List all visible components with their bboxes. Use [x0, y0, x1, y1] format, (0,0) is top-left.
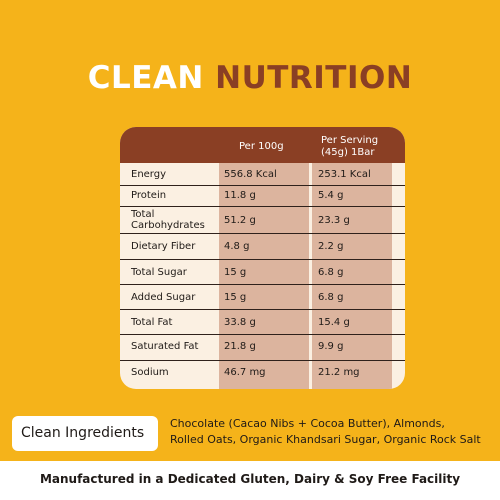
ingredients-line1: Chocolate (Cacao Nibs + Cocoa Butter), A… — [170, 417, 445, 430]
row-value-per-100g: 21.8 g — [224, 341, 256, 352]
row-value-per-100g: 15 g — [224, 267, 247, 278]
clean-ingredients-label: Clean Ingredients — [21, 425, 145, 441]
row-value-per-serving: 2.2 g — [318, 241, 344, 252]
row-label: Protein — [131, 190, 167, 201]
page-title: CLEAN NUTRITION — [0, 62, 500, 94]
clean-ingredients-badge: Clean Ingredients — [12, 416, 158, 451]
row-label: Added Sugar — [131, 292, 196, 303]
row-label: Sodium — [131, 367, 169, 378]
row-label: Total Carbohydrates — [131, 209, 205, 231]
per-100g-header: Per 100g — [239, 141, 284, 152]
table-row: Energy 556.8 Kcal 253.1 Kcal — [120, 163, 405, 186]
row-value-per-serving: 253.1 Kcal — [318, 169, 371, 180]
row-value-per-serving: 9.9 g — [318, 341, 344, 352]
table-row: Protein 11.8 g 5.4 g — [120, 186, 405, 207]
table-row: Sodium 46.7 mg 21.2 mg — [120, 361, 405, 389]
title-word-nutrition: NUTRITION — [215, 60, 413, 96]
row-value-per-100g: 11.8 g — [224, 190, 256, 201]
row-value-per-serving: 21.2 mg — [318, 367, 360, 378]
per-serving-header-line1: Per Serving — [321, 135, 379, 146]
facility-statement: Manufactured in a Dedicated Gluten, Dair… — [39, 472, 461, 486]
row-label: Dietary Fiber — [131, 241, 196, 252]
table-row: Dietary Fiber 4.8 g 2.2 g — [120, 234, 405, 260]
per-serving-column — [312, 163, 392, 389]
table-row: Total Fat 33.8 g 15.4 g — [120, 310, 405, 335]
row-value-per-serving: 15.4 g — [318, 317, 350, 328]
ingredients-line2: Rolled Oats, Organic Khandsari Sugar, Or… — [170, 433, 481, 446]
table-row: Total Sugar 15 g 6.8 g — [120, 260, 405, 285]
row-value-per-100g: 15 g — [224, 292, 247, 303]
table-row: Saturated Fat 21.8 g 9.9 g — [120, 335, 405, 361]
per-serving-header: Per Serving (45g) 1Bar — [321, 135, 378, 159]
nutrition-table: Per 100g Per Serving (45g) 1Bar Energy 5… — [120, 127, 405, 389]
per-100g-column — [219, 163, 309, 389]
row-value-per-serving: 6.8 g — [318, 292, 344, 303]
row-value-per-serving: 23.3 g — [318, 215, 350, 226]
table-row: Total Carbohydrates 51.2 g 23.3 g — [120, 207, 405, 234]
footer-bar: Manufactured in a Dedicated Gluten, Dair… — [0, 461, 500, 500]
table-header: Per 100g Per Serving (45g) 1Bar — [120, 127, 405, 163]
title-word-clean: CLEAN — [87, 60, 204, 96]
row-label: Total Fat — [131, 317, 173, 328]
row-label: Saturated Fat — [131, 341, 199, 352]
row-value-per-100g: 46.7 mg — [224, 367, 266, 378]
ingredients-list: Chocolate (Cacao Nibs + Cocoa Butter), A… — [170, 416, 495, 448]
row-label: Total Sugar — [131, 267, 187, 278]
table-row: Added Sugar 15 g 6.8 g — [120, 285, 405, 310]
row-label-line2: Carbohydrates — [131, 220, 205, 231]
row-value-per-100g: 33.8 g — [224, 317, 256, 328]
row-value-per-100g: 51.2 g — [224, 215, 256, 226]
per-serving-header-line2: (45g) 1Bar — [321, 147, 375, 158]
row-value-per-100g: 4.8 g — [224, 241, 250, 252]
row-value-per-serving: 5.4 g — [318, 190, 344, 201]
row-value-per-serving: 6.8 g — [318, 267, 344, 278]
row-label-line1: Total — [131, 209, 155, 220]
row-value-per-100g: 556.8 Kcal — [224, 169, 277, 180]
row-label: Energy — [131, 169, 167, 180]
